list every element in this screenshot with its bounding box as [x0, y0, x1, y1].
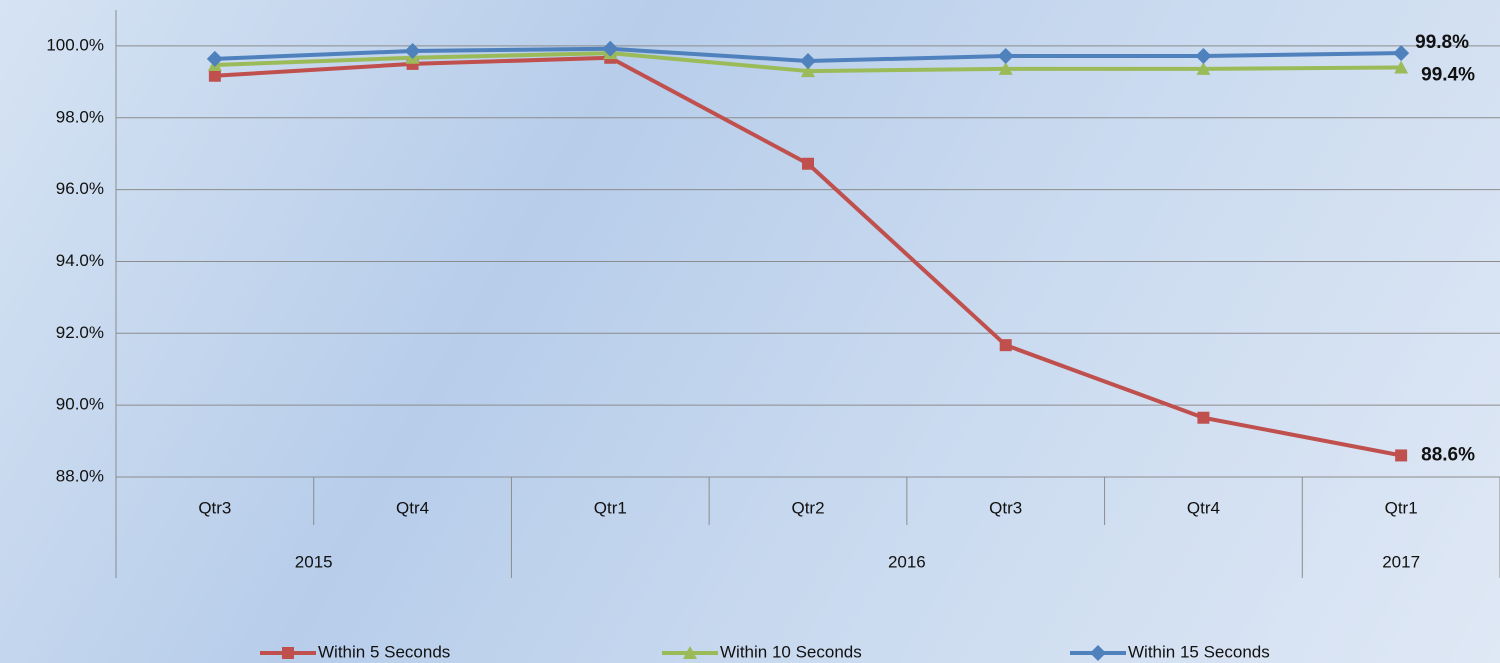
marker [801, 64, 815, 78]
y-tick-label: 100.0% [46, 35, 104, 54]
x-group-label: 2016 [888, 552, 926, 571]
x-tick-label: Qtr4 [396, 498, 429, 517]
marker [1090, 645, 1106, 661]
data-label: 99.4% [1421, 64, 1475, 85]
x-tick-label: Qtr2 [791, 498, 824, 517]
legend-label: Within 10 Seconds [720, 642, 862, 661]
marker [1195, 47, 1212, 64]
x-tick-label: Qtr3 [989, 498, 1022, 517]
marker [1393, 45, 1410, 62]
x-tick-label: Qtr4 [1187, 498, 1220, 517]
y-tick-label: 98.0% [56, 107, 104, 126]
legend-label: Within 5 Seconds [318, 642, 450, 661]
marker [683, 646, 697, 659]
x-group-label: 2017 [1382, 552, 1420, 571]
marker [998, 61, 1013, 75]
marker [1395, 449, 1408, 462]
y-tick-label: 88.0% [56, 466, 104, 485]
data-label: 88.6% [1421, 444, 1475, 465]
marker [800, 53, 816, 70]
marker [404, 42, 421, 59]
marker [406, 57, 419, 70]
y-tick-label: 94.0% [56, 251, 104, 270]
marker [208, 69, 221, 82]
marker [802, 157, 814, 170]
data-label: 99.8% [1415, 32, 1469, 53]
x-tick-label: Qtr1 [594, 498, 627, 517]
marker [1197, 411, 1210, 424]
marker [999, 339, 1012, 352]
x-group-label: 2015 [295, 552, 333, 571]
y-tick-label: 96.0% [56, 179, 104, 198]
y-tick-label: 92.0% [56, 323, 104, 342]
marker [997, 47, 1014, 64]
marker [1196, 61, 1211, 75]
marker [602, 40, 619, 57]
x-tick-label: Qtr1 [1385, 498, 1418, 517]
x-tick-label: Qtr3 [198, 498, 231, 517]
marker [1394, 60, 1409, 74]
marker [282, 647, 294, 659]
marker [206, 50, 223, 67]
legend-label: Within 15 Seconds [1128, 642, 1270, 661]
y-tick-label: 90.0% [56, 395, 104, 414]
